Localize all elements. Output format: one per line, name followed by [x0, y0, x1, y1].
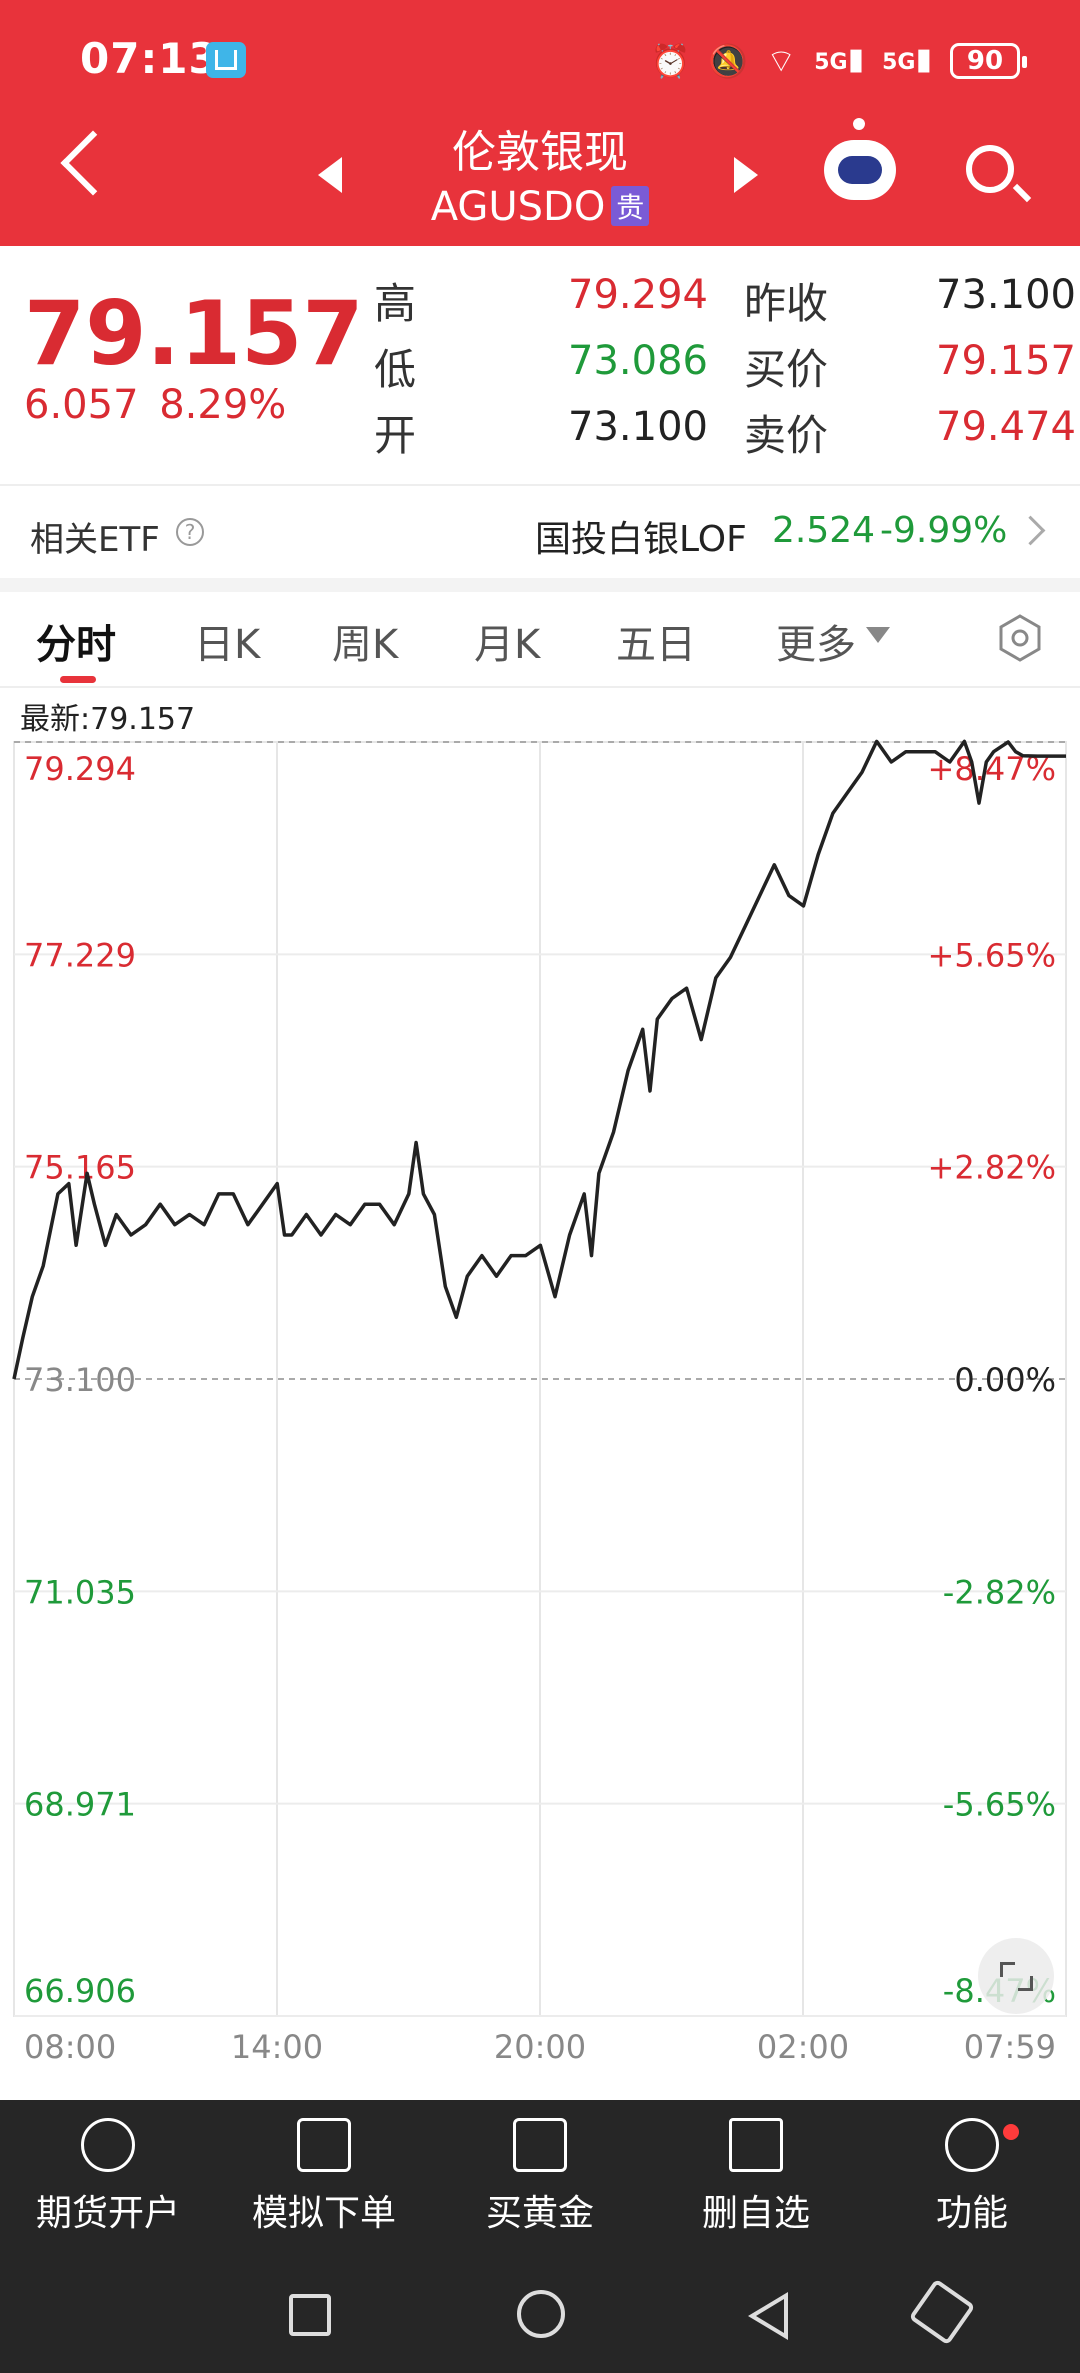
signal-icon: ▮ — [915, 41, 932, 77]
x-axis-tick-label: 14:00 — [231, 2028, 323, 2066]
x-axis-tick-label: 08:00 — [24, 2028, 116, 2066]
etf-price: 2.524 — [772, 510, 876, 551]
high-value: 79.294 — [568, 272, 708, 318]
intraday-chart[interactable]: 79.294 +8.47%77.229 +5.65%75.165 +2.82%73.1… — [0, 0, 1080, 2100]
x-axis-tick-label: 02:00 — [757, 2028, 849, 2066]
section-gap — [0, 578, 1080, 592]
status-time: 07:13 — [80, 34, 219, 83]
etf-name: 国投白银LOF — [535, 519, 747, 560]
fullscreen-expand-button[interactable] — [978, 1938, 1054, 2014]
remove-watchlist-button[interactable]: 删自选 — [648, 2118, 864, 2236]
divider — [0, 686, 1080, 688]
open-label: 开 — [374, 411, 417, 460]
reader-app-icon — [206, 42, 246, 78]
notification-dot — [1003, 2124, 1019, 2140]
category-badge: 贵 — [611, 186, 650, 226]
alarm-icon: ⏰ — [650, 42, 691, 80]
robot-antenna — [853, 118, 865, 130]
instrument-code: AGUSDO 贵 — [0, 184, 1080, 230]
buy-gold-label: 买黄金 — [485, 2193, 594, 2234]
simulated-order-icon — [297, 2118, 351, 2172]
search-icon[interactable] — [966, 145, 1014, 193]
y-axis-percent-label: -2.82% — [943, 1573, 1056, 1611]
change-percent: 8.29% — [159, 382, 287, 428]
functions-button[interactable]: 功能 — [864, 2118, 1080, 2236]
remove-watchlist-label: 删自选 — [701, 2193, 810, 2234]
y-axis-percent-label: -5.65% — [943, 1786, 1056, 1824]
tab-more[interactable]: 更多 — [776, 622, 856, 668]
futures-account-button[interactable]: 期货开户 — [0, 2118, 216, 2236]
battery-icon: 90 — [950, 43, 1027, 79]
settings-gear-icon[interactable] — [995, 613, 1045, 663]
y-axis-price-label: 71.035 — [24, 1573, 136, 1611]
simulated-order-button[interactable]: 模拟下单 — [216, 2118, 432, 2236]
y-axis-percent-label: +5.65% — [928, 936, 1056, 974]
page-title: 伦敦银现 — [452, 127, 628, 178]
tab-five-day[interactable]: 五日 — [616, 622, 696, 668]
buy-gold-button[interactable]: 买黄金 — [432, 2118, 648, 2236]
wifi-icon: ⌔ — [766, 42, 797, 80]
buy-gold-icon — [513, 2118, 567, 2172]
ai-assistant-icon[interactable] — [824, 140, 896, 200]
nav-back-button[interactable] — [748, 2292, 788, 2340]
low-label: 低 — [374, 345, 417, 394]
related-etf-label: 相关ETF — [30, 520, 160, 560]
y-axis-price-label: 73.100 — [24, 1361, 136, 1399]
high-label: 高 — [374, 279, 417, 328]
network-5g-2: 5G▮ — [882, 41, 932, 77]
instrument-code-text: AGUSDO — [430, 184, 606, 230]
futures-account-label: 期货开户 — [35, 2193, 180, 2234]
prev-instrument-button[interactable] — [318, 157, 342, 193]
ask-value: 79.474 — [936, 404, 1076, 450]
simulated-order-label: 模拟下单 — [251, 2193, 396, 2234]
y-axis-percent-label: 0.00% — [954, 1361, 1056, 1399]
nav-recent-apps-button[interactable] — [289, 2294, 331, 2336]
ask-label: 卖价 — [744, 411, 829, 460]
latest-price-readout: 最新:79.157 — [20, 702, 196, 737]
open-value: 73.100 — [568, 404, 708, 450]
y-axis-price-label: 79.294 — [24, 750, 136, 788]
price-change: 6.057 8.29% — [24, 382, 286, 428]
bid-label: 买价 — [744, 345, 829, 394]
prev-close-label: 昨收 — [744, 279, 829, 328]
remove-watchlist-icon — [729, 2118, 783, 2172]
functions-icon — [945, 2118, 999, 2172]
x-axis-tick-label: 20:00 — [494, 2028, 586, 2066]
y-axis-price-label: 68.971 — [24, 1786, 136, 1824]
y-axis-percent-label: +2.82% — [928, 1149, 1056, 1187]
y-axis-price-label: 75.165 — [24, 1149, 136, 1187]
futures-account-icon — [81, 2118, 135, 2172]
nav-home-button[interactable] — [517, 2290, 565, 2338]
tab-monthly-k[interactable]: 月K — [474, 622, 541, 668]
x-axis-tick-label: 07:59 — [964, 2028, 1056, 2066]
header: 07:13 ⏰ 🔕 ⌔ 5G▮ 5G▮ 90 伦敦银现 AGUSDO 贵 — [0, 0, 1080, 246]
tab-daily-k[interactable]: 日K — [194, 622, 261, 668]
functions-label: 功能 — [935, 2193, 1008, 2234]
chevron-down-icon — [866, 627, 890, 643]
etf-change: -9.99% — [880, 510, 1008, 551]
signal-icon: ▮ — [847, 41, 865, 77]
prev-close-value: 73.100 — [936, 272, 1076, 318]
tab-weekly-k[interactable]: 周K — [332, 622, 399, 668]
network-5g-1: 5G▮ — [814, 41, 865, 77]
status-icons: ⏰ 🔕 ⌔ 5G▮ 5G▮ 90 — [650, 36, 1027, 86]
current-price: 79.157 — [24, 282, 364, 385]
y-axis-price-label: 66.906 — [24, 1972, 136, 2010]
change-value: 6.057 — [24, 382, 139, 428]
low-value: 73.086 — [568, 338, 708, 384]
y-axis-price-label: 77.229 — [24, 936, 136, 974]
divider — [0, 484, 1080, 486]
active-tab-indicator — [60, 676, 96, 683]
tab-intraday[interactable]: 分时 — [36, 622, 116, 668]
mute-bell-icon: 🔕 — [708, 42, 749, 80]
price-line — [12, 739, 1066, 1380]
help-icon[interactable]: ? — [176, 518, 204, 546]
bid-value: 79.157 — [936, 338, 1076, 384]
next-instrument-button[interactable] — [734, 157, 758, 193]
